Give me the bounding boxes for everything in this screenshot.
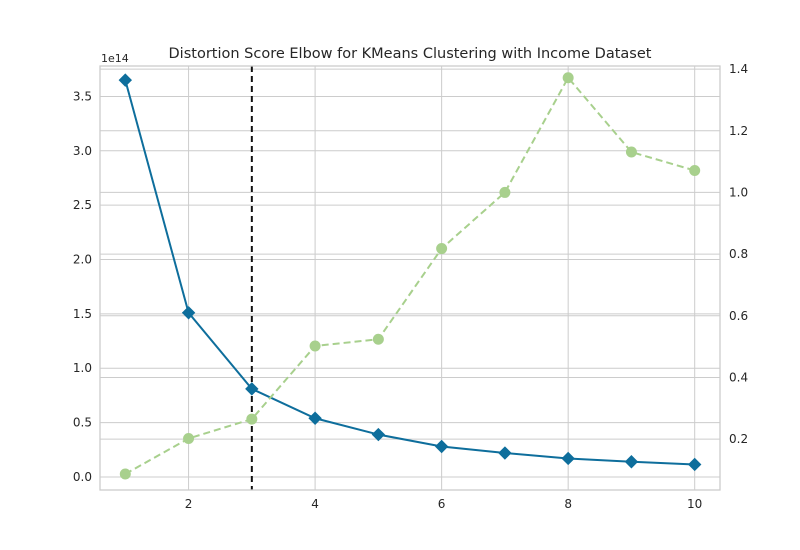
fit-time-point	[183, 433, 195, 445]
fit-time-point	[372, 333, 384, 345]
y-tick-label: 1.5	[73, 307, 92, 321]
distortion-point	[181, 306, 196, 320]
y-tick-label: 3.5	[73, 89, 92, 103]
y-tick-label: 0.0	[73, 470, 92, 484]
y2-tick-label: 1.4	[729, 62, 748, 76]
x-tick-label: 10	[687, 497, 702, 511]
fit-time-line	[124, 75, 695, 475]
fit-time-point	[689, 165, 701, 177]
x-tick-label: 8	[564, 497, 572, 511]
distortion-point	[434, 439, 449, 454]
y2-tick-label: 0.2	[729, 432, 748, 446]
y-tick-label: 2.5	[73, 198, 92, 212]
distortion-point	[561, 451, 575, 466]
distortion-point	[118, 73, 133, 87]
distortion-point	[687, 457, 702, 472]
plot-area	[100, 66, 720, 490]
distortion-line	[124, 79, 695, 466]
distortion-point	[498, 446, 512, 460]
fit-time-point	[562, 72, 574, 84]
y2-tick-label: 0.6	[729, 309, 748, 323]
axes-frame	[99, 65, 721, 491]
series-layer	[118, 72, 702, 480]
distortion-point	[624, 455, 639, 469]
distortion-point	[245, 382, 259, 396]
y-tick-label: 2.0	[73, 253, 92, 267]
fit-time-point	[119, 468, 131, 480]
y2-tick-label: 0.8	[729, 247, 748, 261]
axes: 2 4 6 8 10 0.0 0.5 1.0 1.5 2.0 2.5 3.0 3.5 0.2 0.4 0.6 0…	[73, 62, 748, 511]
x-tick-label: 4	[311, 497, 319, 511]
grid	[100, 66, 720, 490]
fit-time-point	[309, 340, 321, 352]
y-tick-label: 0.5	[73, 416, 92, 430]
x-tick-label: 6	[438, 497, 446, 511]
distortion-point	[308, 411, 322, 425]
fit-time-point	[436, 243, 448, 255]
y2-tick-label: 0.4	[729, 370, 748, 384]
chart-title: Distortion Score Elbow for KMeans Cluste…	[169, 46, 652, 62]
y-offset-label: 1e14	[101, 52, 129, 65]
distortion-point	[371, 427, 386, 442]
fit-time-point	[499, 186, 511, 198]
y2-tick-label: 1.0	[729, 185, 748, 199]
y2-tick-label: 1.2	[729, 124, 748, 138]
fit-time-point	[625, 146, 637, 158]
x-tick-label: 2	[185, 497, 193, 511]
fit-time-point	[246, 413, 258, 425]
y-tick-label: 3.0	[73, 144, 92, 158]
y-tick-label: 1.0	[73, 361, 92, 375]
